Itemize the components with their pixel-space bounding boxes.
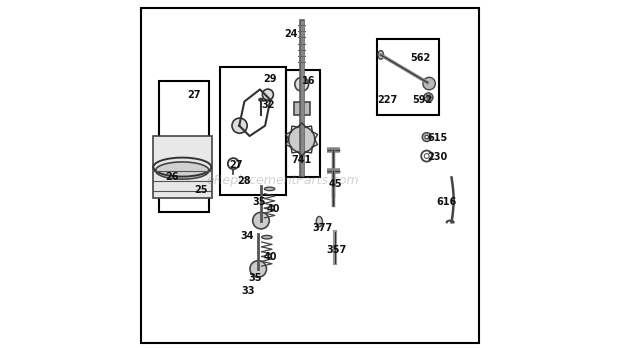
Text: 26: 26 bbox=[165, 173, 179, 182]
Text: 615: 615 bbox=[428, 133, 448, 143]
Text: 377: 377 bbox=[312, 222, 332, 232]
Circle shape bbox=[262, 89, 273, 100]
Text: 40: 40 bbox=[267, 204, 280, 214]
Text: 28: 28 bbox=[237, 176, 250, 186]
Text: 34: 34 bbox=[241, 231, 254, 241]
Text: 32: 32 bbox=[261, 100, 275, 110]
Text: 29: 29 bbox=[264, 74, 277, 84]
Text: 35: 35 bbox=[248, 272, 262, 283]
Text: 27: 27 bbox=[229, 160, 242, 171]
Text: 592: 592 bbox=[412, 95, 432, 105]
Circle shape bbox=[232, 118, 247, 133]
Ellipse shape bbox=[262, 236, 272, 239]
Circle shape bbox=[288, 126, 315, 152]
Text: 562: 562 bbox=[410, 53, 431, 63]
Bar bbox=[286, 70, 321, 177]
Text: 33: 33 bbox=[241, 286, 255, 296]
Text: 40: 40 bbox=[264, 252, 277, 262]
Circle shape bbox=[250, 261, 267, 277]
Text: 27: 27 bbox=[188, 89, 201, 100]
Circle shape bbox=[424, 93, 433, 102]
Ellipse shape bbox=[156, 162, 209, 179]
Circle shape bbox=[253, 212, 269, 229]
Bar bbox=[220, 67, 286, 195]
Text: 227: 227 bbox=[378, 95, 398, 105]
Bar bbox=[378, 39, 440, 115]
Text: 35: 35 bbox=[252, 197, 266, 207]
Bar bbox=[153, 136, 211, 198]
Text: 616: 616 bbox=[436, 197, 456, 207]
Bar bbox=[159, 81, 209, 212]
Text: 25: 25 bbox=[194, 184, 207, 195]
Ellipse shape bbox=[378, 50, 384, 59]
Text: 357: 357 bbox=[327, 245, 347, 255]
Circle shape bbox=[425, 135, 428, 139]
Ellipse shape bbox=[316, 216, 322, 227]
Circle shape bbox=[295, 77, 309, 91]
Text: eReplacementParts.com: eReplacementParts.com bbox=[206, 174, 359, 188]
Ellipse shape bbox=[259, 98, 263, 101]
Circle shape bbox=[422, 133, 431, 142]
Text: 24: 24 bbox=[284, 29, 298, 39]
Text: 16: 16 bbox=[301, 76, 315, 86]
Polygon shape bbox=[294, 102, 310, 115]
Text: 45: 45 bbox=[329, 179, 342, 189]
Circle shape bbox=[423, 77, 435, 90]
Ellipse shape bbox=[265, 187, 275, 191]
Text: 230: 230 bbox=[428, 152, 448, 162]
Text: 741: 741 bbox=[291, 155, 311, 165]
